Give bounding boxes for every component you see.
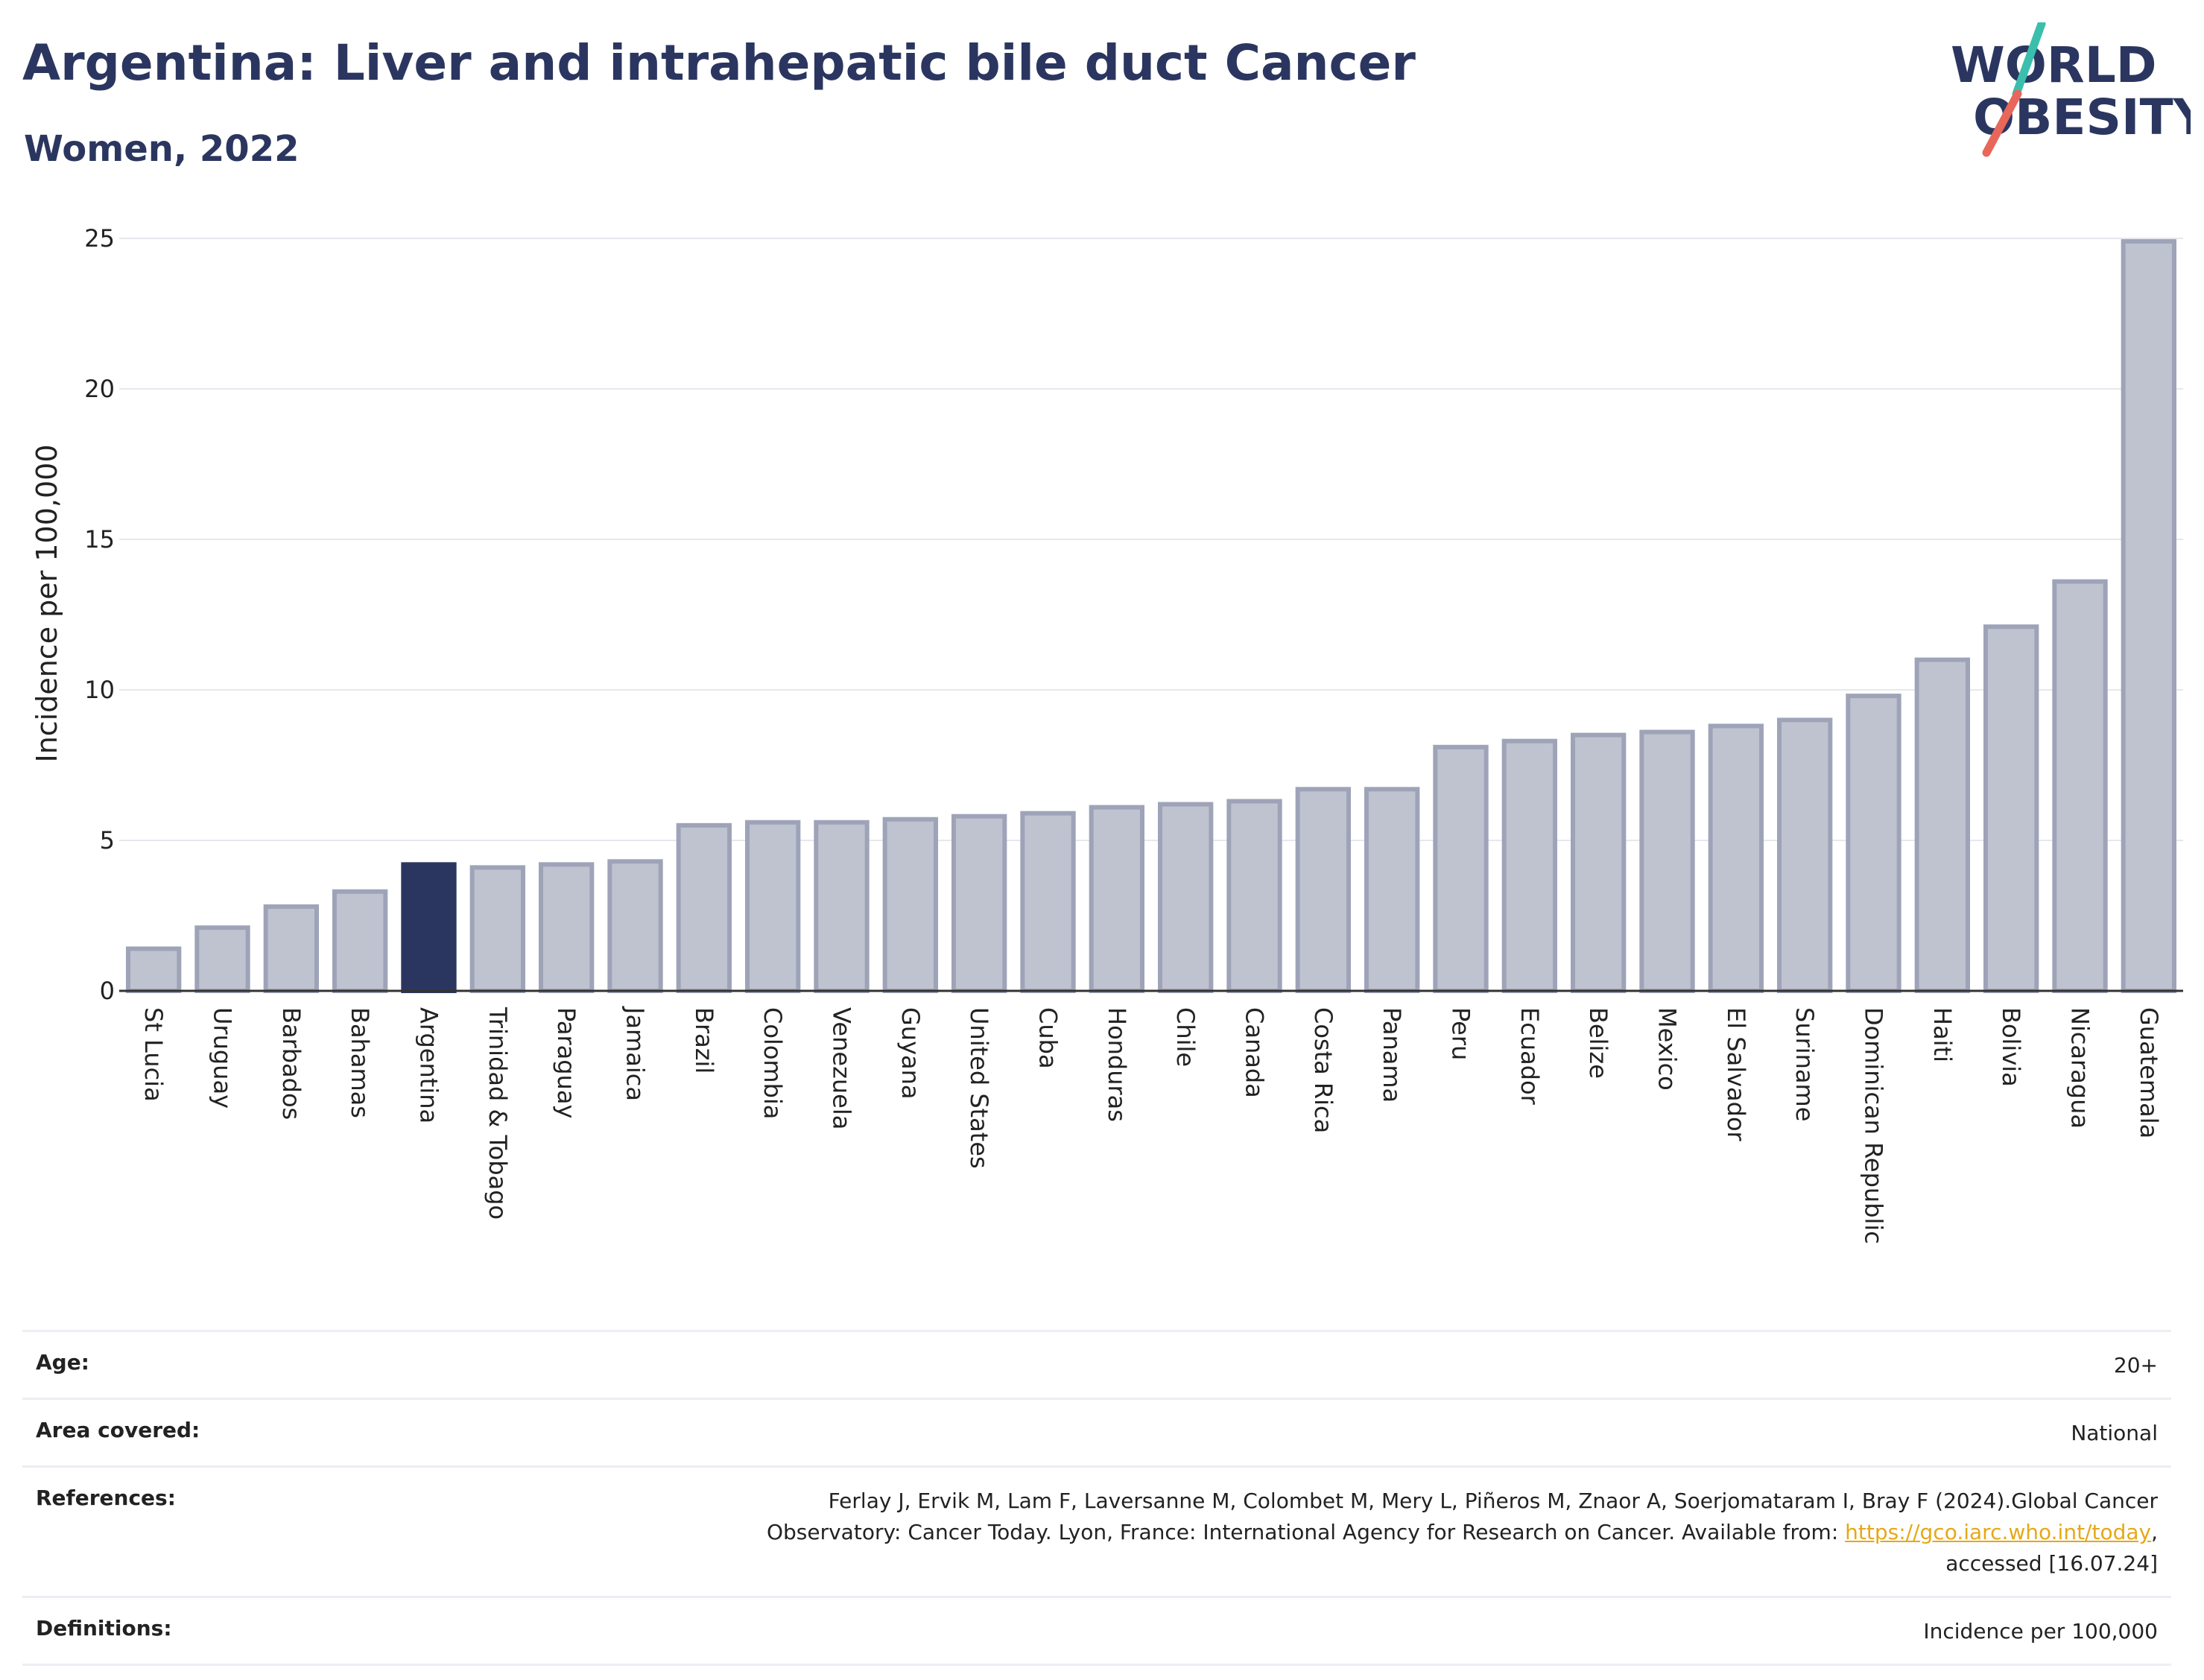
references-value: Ferlay J, Ervik M, Lam F, Laversanne M, … [767, 1486, 2158, 1579]
x-axis-ticks: St Lucia Uruguay Barbados Bahamas Argentina T… [139, 1006, 2163, 1244]
bar-venezuela [814, 820, 870, 994]
y-tick-label: 20 [84, 375, 115, 403]
bar-colombia [745, 820, 801, 994]
area-label: Area covered: [36, 1418, 200, 1442]
gridlines [119, 238, 2183, 841]
bar-united-states [951, 814, 1007, 994]
y-tick-label: 15 [84, 525, 115, 554]
x-tick-label: Chile [1171, 1007, 1200, 1067]
references-label: References: [36, 1486, 176, 1510]
references-link[interactable]: https://gco.iarc.who.int/today [1845, 1520, 2152, 1544]
bar-uruguay [194, 925, 250, 994]
bars [126, 239, 2176, 994]
age-label: Age: [36, 1350, 89, 1375]
bar-chart: 0 5 10 15 20 25 St Lucia Uruguay Barbados Bahama… [31, 224, 2183, 1244]
chart-subtitle: Women, 2022 [24, 128, 300, 170]
bar-mexico [1639, 729, 1695, 993]
bar-suriname [1777, 717, 1833, 994]
bar-guatemala [2121, 239, 2176, 994]
meta-row-references: References: Ferlay J, Ervik M, Lam F, La… [22, 1465, 2171, 1596]
bar-barbados [263, 904, 319, 994]
bar-guyana [882, 817, 938, 993]
x-tick-label: St Lucia [139, 1007, 168, 1102]
bar-trinidad-tobago [469, 865, 525, 993]
meta-row-definitions: Definitions: Incidence per 100,000 [22, 1596, 2171, 1666]
x-tick-label: Jamaica [621, 1006, 650, 1101]
references-line2-end: , [2151, 1520, 2158, 1544]
meta-row-area: Area covered: National [22, 1398, 2171, 1465]
x-tick-label: Honduras [1103, 1007, 1131, 1122]
area-value: National [2071, 1421, 2158, 1445]
bar-nicaragua [2052, 579, 2108, 993]
bar-dominican-republic [1846, 694, 1901, 994]
bar-bolivia [1983, 624, 2039, 993]
bar-paraguay [539, 862, 595, 993]
meta-row-age: Age: 20+ [22, 1330, 2171, 1398]
logo-slash-red [1982, 89, 2022, 157]
x-tick-label: Cuba [1034, 1007, 1063, 1069]
bar-jamaica [607, 859, 663, 994]
y-tick-label: 10 [84, 676, 115, 704]
x-tick-label: Belize [1584, 1007, 1612, 1079]
x-tick-label: United States [965, 1007, 993, 1169]
x-tick-label: Brazil [690, 1007, 718, 1074]
definitions-value: Incidence per 100,000 [1923, 1619, 2158, 1643]
x-tick-label: El Salvador [1722, 1007, 1750, 1142]
y-tick-label: 25 [84, 224, 115, 253]
bar-argentina [401, 862, 457, 993]
x-tick-label: Dominican Republic [1860, 1007, 1888, 1244]
definitions-label: Definitions: [36, 1616, 172, 1641]
bar-chile [1158, 802, 1214, 994]
x-tick-label: Argentina [415, 1007, 443, 1123]
y-tick-label: 0 [100, 977, 115, 1005]
bar-haiti [1914, 657, 1970, 993]
metadata-table: Age: 20+ Area covered: National Referenc… [22, 1330, 2171, 1666]
x-tick-label: Peru [1447, 1007, 1475, 1060]
bar-panama [1364, 787, 1420, 993]
bar-belize [1571, 732, 1627, 993]
x-tick-label: Bahamas [346, 1007, 374, 1118]
x-tick-label: Barbados [277, 1007, 305, 1120]
x-tick-label: Bolivia [1997, 1007, 2025, 1087]
x-tick-label: Uruguay [209, 1007, 237, 1109]
references-line1: Ferlay J, Ervik M, Lam F, Laversanne M, … [828, 1489, 2158, 1513]
bar-honduras [1089, 805, 1144, 994]
x-tick-label: Mexico [1653, 1007, 1682, 1091]
x-tick-label: Nicaragua [2066, 1007, 2094, 1129]
references-line2: Observatory: Cancer Today. Lyon, France:… [766, 1520, 1846, 1544]
x-tick-label: Trinidad & Tobago [484, 1007, 512, 1220]
bar-bahamas [332, 889, 388, 994]
bar-ecuador [1501, 738, 1557, 993]
x-tick-label: Haiti [1928, 1007, 1957, 1062]
x-tick-label: Venezuela [828, 1007, 856, 1129]
x-tick-label: Costa Rica [1309, 1007, 1337, 1133]
x-tick-label: Colombia [759, 1007, 787, 1119]
bar-brazil [676, 822, 732, 994]
world-obesity-logo: WORLD OBESITY [1951, 22, 2191, 157]
bar-st-lucia [126, 946, 182, 993]
y-axis-title: Incidence per 100,000 [31, 444, 63, 762]
bar-cuba [1020, 811, 1076, 994]
x-tick-label: Ecuador [1516, 1007, 1544, 1106]
age-value: 20+ [2113, 1353, 2158, 1378]
x-tick-label: Guyana [896, 1007, 925, 1100]
x-tick-label: Canada [1241, 1007, 1269, 1098]
references-line3: accessed [16.07.24] [1945, 1551, 2158, 1576]
x-tick-label: Paraguay [552, 1007, 580, 1118]
y-axis-ticks: 0 5 10 15 20 25 [84, 224, 115, 1005]
chart-title: Argentina: Liver and intrahepatic bile d… [22, 34, 1416, 92]
x-tick-label: Panama [1378, 1007, 1406, 1103]
bar-canada [1226, 799, 1282, 993]
x-tick-label: Guatemala [2135, 1007, 2163, 1138]
logo-text-world: WORLD [1951, 37, 2157, 94]
logo-slash-teal [2012, 22, 2046, 98]
y-tick-label: 5 [100, 826, 115, 855]
bar-peru [1433, 744, 1489, 993]
bar-el-salvador [1708, 723, 1764, 993]
x-tick-label: Suriname [1790, 1007, 1819, 1121]
bar-costa-rica [1295, 787, 1351, 993]
